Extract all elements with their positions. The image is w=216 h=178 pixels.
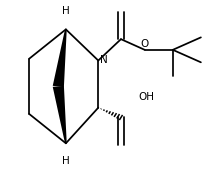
Text: H: H	[62, 156, 70, 166]
Text: O: O	[141, 39, 149, 49]
Polygon shape	[53, 86, 67, 143]
Text: H: H	[62, 6, 70, 16]
Text: N: N	[100, 55, 108, 65]
Text: OH: OH	[138, 92, 154, 102]
Polygon shape	[53, 29, 67, 87]
